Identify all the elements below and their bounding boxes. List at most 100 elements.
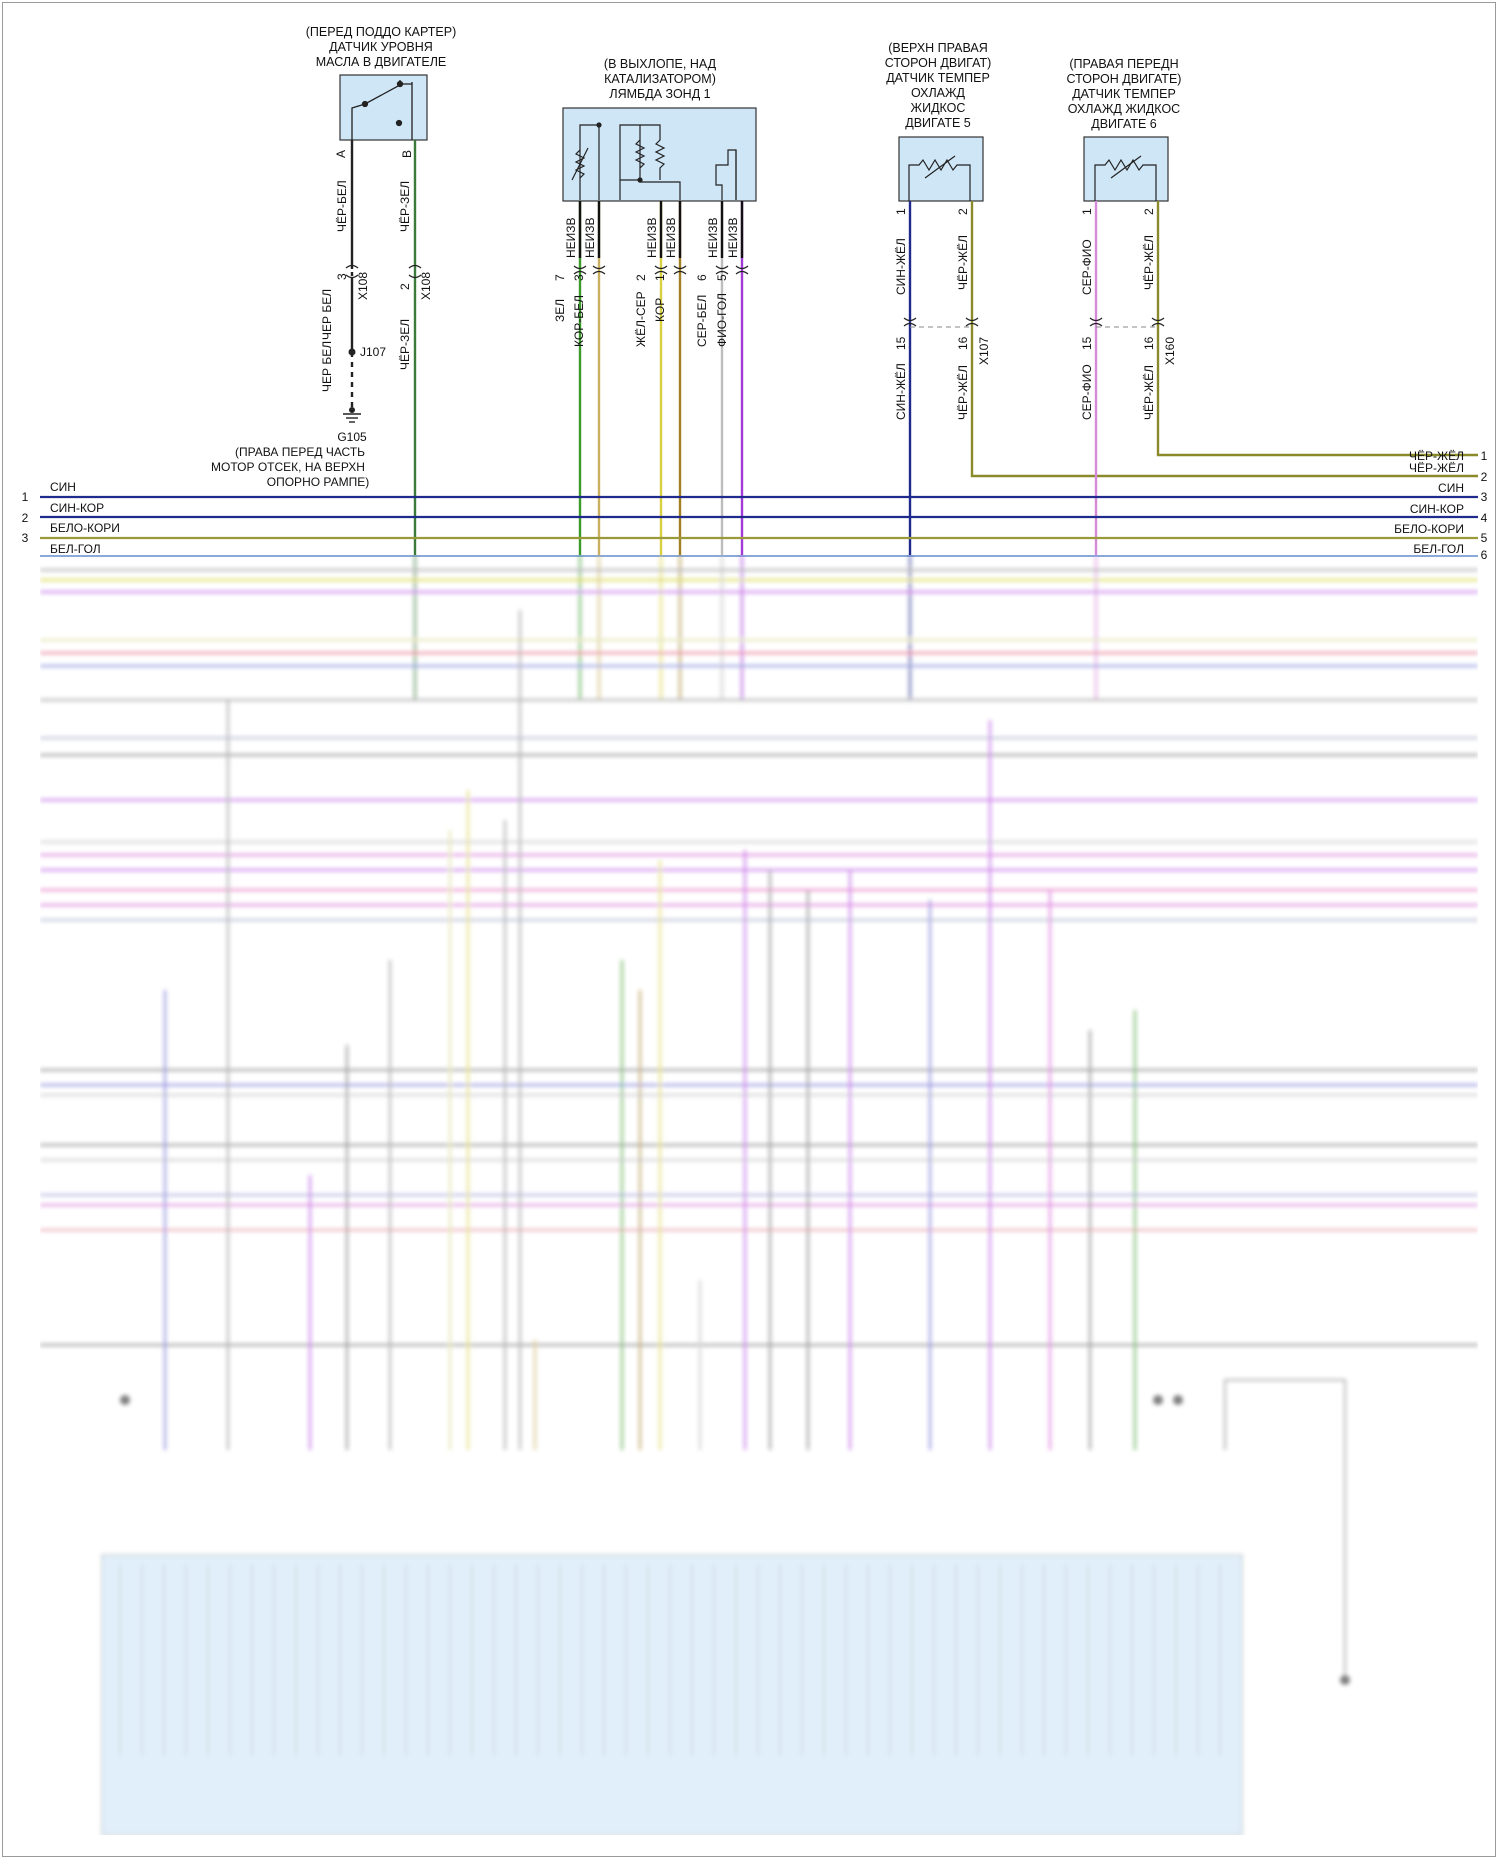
bus-left-label-4: БЕЛ-ГОЛ xyxy=(50,542,101,556)
bus-right-label-4: СИН-КОР xyxy=(1410,502,1464,516)
oil-sensor-title-2: ДАТЧИК УРОВНЯ xyxy=(329,40,433,54)
thermistor-icon xyxy=(1094,155,1157,201)
temp5-title-4: ОХЛАЖД xyxy=(911,86,966,100)
lambda-pin-wire-4: КОР xyxy=(653,298,667,322)
temp6-conn-pin1: 15 xyxy=(1080,336,1094,350)
temp6-title-1: (ПРАВАЯ ПЕРЕДН xyxy=(1069,57,1178,71)
coolant-temp-sensor-6: (ПРАВАЯ ПЕРЕДН СТОРОН ДВИГАТЕ) ДАТЧИК ТЕ… xyxy=(1067,57,1478,555)
oil-ground-label: G105 xyxy=(337,430,367,444)
lambda-pin-num-3: 2 xyxy=(634,274,648,281)
lambda-pin-num-5: 6 xyxy=(695,274,709,281)
bus-right-label-3: СИН xyxy=(1438,481,1464,495)
bus-right-label-1: ЧЁР-ЖЁЛ xyxy=(1409,449,1464,463)
oil-sensor-title-1: (ПЕРЕД ПОДДО КАРТЕР) xyxy=(306,25,457,39)
bus-right-num-6: 6 xyxy=(1481,548,1488,562)
temp5-title-6: ДВИГАТЕ 5 xyxy=(905,116,971,130)
temp5-connector: X107 xyxy=(977,337,991,365)
ground-note-1: (ПРАВА ПЕРЕД ЧАСТЬ xyxy=(235,445,365,459)
blurred-lower-diagram xyxy=(40,555,1478,1836)
temp5-title-3: ДАТЧИК ТЕМПЕР xyxy=(886,71,990,85)
temp5-wire1: СИН-ЖЁЛ xyxy=(894,238,908,295)
lambda-sensor: (В ВЫХЛОПЕ, НАД КАТАЛИЗАТОРОМ) ЛЯМБДА ЗО… xyxy=(562,57,757,202)
lambda-pin-wire-2: КОР-БЕЛ xyxy=(572,295,586,347)
temp6-wire2-lower: ЧЁР-ЖЁЛ xyxy=(1142,365,1156,420)
thermistor-icon xyxy=(908,155,971,201)
oil-wire-a-lower2-label: ЧЕР БЕЛ xyxy=(320,341,334,392)
lambda-pin-code-1: НЕИЗВ xyxy=(564,217,578,258)
oil-wire-b-label: ЧЁР-ЗЕЛ xyxy=(398,181,412,232)
temp6-title-2: СТОРОН ДВИГАТЕ) xyxy=(1067,72,1182,86)
temp6-conn-pin2: 16 xyxy=(1142,336,1156,350)
temp5-wire2-lower: ЧЁР-ЖЁЛ xyxy=(956,365,970,420)
heater-resistor-icon xyxy=(571,122,737,200)
temp5-conn-pin1: 15 xyxy=(894,336,908,350)
bus-right-num-5: 5 xyxy=(1481,531,1488,545)
temp6-connector: X160 xyxy=(1163,337,1177,365)
lambda-title-3: ЛЯМБДА ЗОНД 1 xyxy=(609,87,710,101)
temp6-pin1: 1 xyxy=(1080,208,1094,215)
temp5-title-5: ЖИДКОС xyxy=(911,101,966,115)
coolant-temp-sensor-5: (ВЕРХН ПРАВАЯ СТОРОН ДВИГАТ) ДАТЧИК ТЕМП… xyxy=(885,41,1478,555)
bus-left-label-1: СИН xyxy=(50,480,76,494)
lambda-box xyxy=(562,107,757,202)
lambda-title-2: КАТАЛИЗАТОРОМ) xyxy=(604,72,716,86)
lambda-title-1: (В ВЫХЛОПЕ, НАД xyxy=(604,57,717,71)
oil-conn-pin-a: 3 xyxy=(335,273,349,280)
splice-dot-icon xyxy=(348,348,356,356)
lambda-pin-wire-5: СЕР-БЕЛ xyxy=(695,295,709,347)
switch-icon xyxy=(351,80,413,140)
lambda-pin-wire-3: ЖЁЛ-СЕР xyxy=(634,291,648,347)
lambda-pin-code-5: НЕИЗВ xyxy=(706,217,720,258)
oil-wire-a-label: ЧЁР-БЕЛ xyxy=(335,180,349,232)
lambda-pin-wire-6: ФИО-ГОЛ xyxy=(715,293,729,347)
temp6-wire1: СЕР-ФИО xyxy=(1080,239,1094,295)
bus-lines: ЧЁР-ЖЁЛ 1 ЧЁР-ЖЁЛ 2 СИН 3 СИН-КОР 4 БЕЛО… xyxy=(22,449,1488,562)
oil-pin-a: A xyxy=(334,150,348,158)
oil-connector-a: X108 xyxy=(356,272,370,300)
bus-left-num-1: 1 xyxy=(22,490,29,504)
bus-right-num-2: 2 xyxy=(1481,470,1488,484)
lambda-pin-code-6: НЕИЗВ xyxy=(726,217,740,258)
bus-right-label-5: БЕЛО-КОРИ xyxy=(1394,522,1464,536)
temp5-title-2: СТОРОН ДВИГАТ) xyxy=(885,56,992,70)
temp5-wire2: ЧЁР-ЖЁЛ xyxy=(956,235,970,290)
ground-icon xyxy=(343,413,361,423)
bus-left-label-2: СИН-КОР xyxy=(50,501,104,515)
ground-note-3: ОПОРНО РАМПЕ) xyxy=(267,475,369,489)
bus-right-num-1: 1 xyxy=(1481,449,1488,463)
wire-temp6-2 xyxy=(1156,201,1478,457)
temp5-conn-pin2: 16 xyxy=(956,336,970,350)
temp6-wire1-lower: СЕР-ФИО xyxy=(1080,364,1094,420)
temp5-title-1: (ВЕРХН ПРАВАЯ xyxy=(888,41,988,55)
temp6-wire2: ЧЁР-ЖЁЛ xyxy=(1142,235,1156,290)
oil-connector-b: X108 xyxy=(419,272,433,300)
lambda-pin-num-1: 7 xyxy=(553,274,567,281)
bus-right-num-3: 3 xyxy=(1481,490,1488,504)
lambda-pins: НЕИЗВ 7 ЗЕЛ НЕИЗВ 3 КОР-БЕЛ НЕИЗВ 2 ЖЁЛ-СЕР НЕИЗВ… xyxy=(553,201,749,555)
oil-wire-a-lower-label: ЧЕР БЕЛ xyxy=(320,289,334,340)
bus-right-num-4: 4 xyxy=(1481,511,1488,525)
oil-level-sensor: (ПЕРЕД ПОДДО КАРТЕР) ДАТЧИК УРОВНЯ МАСЛА… xyxy=(211,25,456,555)
oil-wire-b-lower-label: ЧЁР-ЗЕЛ xyxy=(398,319,412,370)
oil-pin-b: B xyxy=(400,150,414,158)
lambda-pin-code-4: НЕИЗВ xyxy=(664,217,678,258)
bus-right-label-6: БЕЛ-ГОЛ xyxy=(1413,542,1464,556)
temp5-wire1-lower: СИН-ЖЁЛ xyxy=(894,363,908,420)
lambda-pin-num-2: 3 xyxy=(572,274,586,281)
lambda-pin-num-6: 5 xyxy=(715,274,729,281)
temp6-title-4: ОХЛАЖД ЖИДКОС xyxy=(1068,102,1180,116)
bus-right-label-2: ЧЁР-ЖЁЛ xyxy=(1409,461,1464,475)
oil-conn-pin-b: 2 xyxy=(398,283,412,290)
bus-left-label-3: БЕЛО-КОРИ xyxy=(50,521,120,535)
lambda-pin-wire-1: ЗЕЛ xyxy=(553,299,567,322)
bus-left-num-3: 3 xyxy=(22,531,29,545)
temp5-pin1: 1 xyxy=(894,208,908,215)
oil-splice-label: J107 xyxy=(360,345,386,359)
lambda-pin-code-3: НЕИЗВ xyxy=(645,217,659,258)
wire-temp5-2 xyxy=(970,201,1478,478)
ground-note-2: МОТОР ОТСЕК, НА ВЕРХН xyxy=(211,460,365,474)
lambda-pin-code-2: НЕИЗВ xyxy=(583,217,597,258)
temp6-title-5: ДВИГАТЕ 6 xyxy=(1091,117,1157,131)
